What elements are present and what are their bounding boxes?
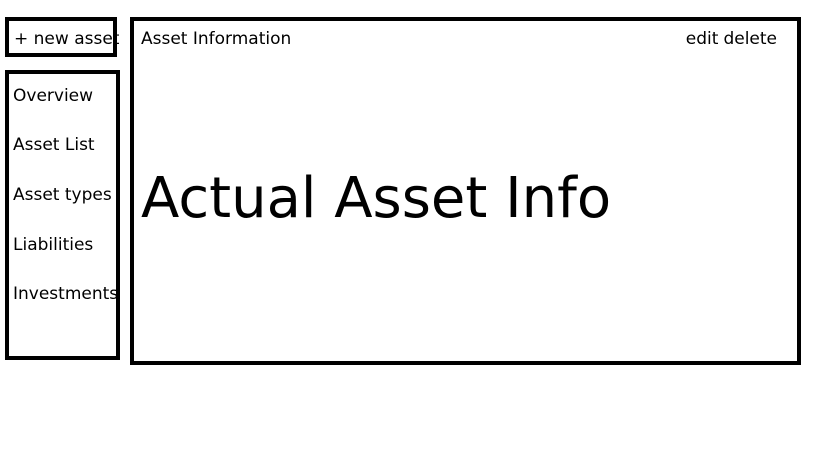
edit-button[interactable]: edit [685,29,719,49]
new-asset-label: + new asset [14,29,120,49]
sidebar-nav: Overview Asset List Asset types Liabilit… [5,70,120,360]
sidebar-item-liabilities[interactable]: Liabilities [13,235,94,255]
new-asset-button[interactable]: + new asset [5,17,120,57]
asset-info-content: Actual Asset Info [141,166,612,231]
sidebar-item-asset-types[interactable]: Asset types [13,185,112,205]
delete-button[interactable]: delete [723,29,777,49]
asset-info-panel: Asset Information edit delete Actual Asse… [130,17,801,365]
sidebar-item-asset-list[interactable]: Asset List [13,135,95,155]
panel-title: Asset Information [141,29,292,49]
sidebar-item-investments[interactable]: Investments [13,284,119,304]
panel-actions: edit delete [686,29,777,50]
sidebar-item-overview[interactable]: Overview [13,86,94,106]
